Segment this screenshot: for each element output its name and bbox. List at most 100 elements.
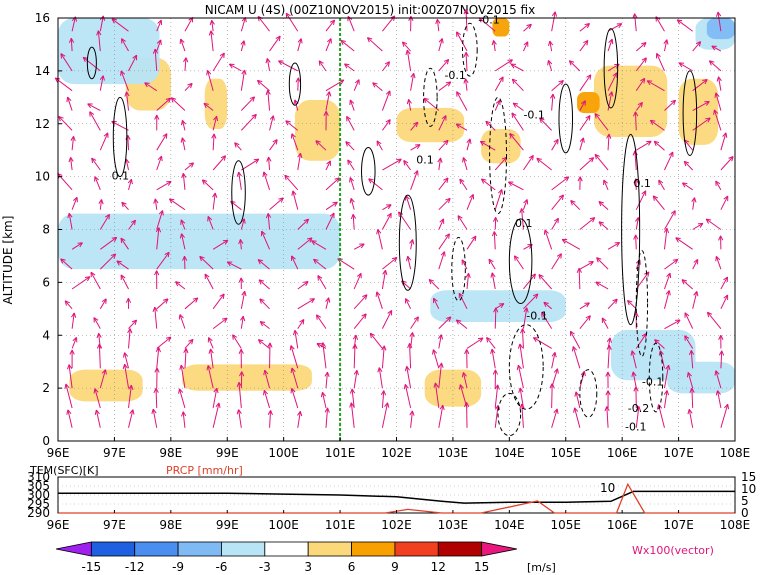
wind-vector <box>607 91 613 111</box>
wind-vector <box>325 79 345 92</box>
wind-vector-head <box>608 91 613 96</box>
wind-vector-head <box>263 389 268 395</box>
wind-vector <box>315 140 327 151</box>
wind-vector-head <box>684 335 690 339</box>
wind-vector <box>678 62 693 72</box>
wind-vector <box>311 240 327 250</box>
y-tick-label: 14 <box>35 64 50 78</box>
wind-vector-head <box>387 309 392 314</box>
wind-vector-head <box>688 350 692 356</box>
wind-vector-head <box>406 99 410 105</box>
wind-vector <box>212 402 220 428</box>
wind-vector <box>156 133 168 151</box>
wind-vector-head <box>606 133 610 139</box>
wind-vector-head <box>676 19 680 25</box>
wind-region-pos3 <box>396 107 465 143</box>
wind-vector-head <box>632 371 637 377</box>
wind-vector <box>713 109 722 131</box>
wind-vector-head <box>459 178 462 185</box>
wind-vector <box>494 384 499 409</box>
wind-vector-head <box>292 190 297 195</box>
wind-vector-head <box>184 255 188 261</box>
wind-vector-head <box>566 176 570 182</box>
wind-vector-head <box>568 60 572 66</box>
wind-vector <box>521 403 524 428</box>
wind-vector <box>681 279 694 290</box>
wind-vector-head <box>580 100 586 104</box>
wind-vector <box>316 343 327 349</box>
wind-vector-head <box>579 137 584 142</box>
wind-vector <box>240 316 244 329</box>
wind-vector <box>156 210 164 230</box>
wind-vector-head <box>344 63 348 69</box>
wind-vector-head <box>368 178 372 184</box>
wind-region-pos3 <box>294 99 341 161</box>
wind-vector-head <box>643 78 646 84</box>
wind-vector-head <box>491 348 496 354</box>
wind-vector-head <box>216 388 219 394</box>
wind-vector <box>71 312 75 329</box>
wind-vector-head <box>658 350 661 356</box>
wind-vector-head <box>572 346 577 351</box>
wind-vector-head <box>381 345 385 351</box>
wind-vector <box>551 11 556 32</box>
wind-vector-head <box>603 179 608 184</box>
y-tick-label: 8 <box>42 223 50 237</box>
wind-vector <box>325 38 332 52</box>
wind-vector <box>692 117 711 131</box>
wind-vector <box>634 111 637 131</box>
colorbar-segment <box>394 541 439 557</box>
wind-vector <box>410 332 414 349</box>
wind-vector-head <box>384 402 388 408</box>
wind-vector <box>549 40 553 52</box>
wind-vector-head <box>466 349 470 355</box>
x-tick-label: 96E <box>47 446 70 460</box>
x-tick-label: 99E <box>216 446 239 460</box>
wind-vector-head <box>570 200 573 206</box>
wind-vector-head <box>407 343 411 349</box>
wind-vector-head <box>448 198 451 204</box>
wind-vector-head <box>131 319 137 323</box>
contour-layer: 0.1 -0.1 -0.1 -0.1 0.1 0.1 -0.1 0.1 -0.1 -0.2 -0.1 <box>86 13 698 437</box>
wind-vector <box>664 210 676 230</box>
wind-vector <box>156 155 163 171</box>
wind-region-neg3 <box>58 18 160 85</box>
precipitation-line <box>58 482 735 514</box>
y-tick-label: 6 <box>42 275 50 289</box>
wind-vector <box>207 70 214 91</box>
wind-vector <box>635 234 637 250</box>
wind-vector-head <box>241 371 245 377</box>
wind-vector-head <box>441 115 447 120</box>
wind-vector-head <box>328 91 332 97</box>
wind-vector-head <box>280 197 284 203</box>
wind-vector-head <box>547 60 549 66</box>
wind-vector-head <box>435 19 438 25</box>
wind-vector <box>180 219 186 230</box>
wind-vector-head <box>256 80 260 86</box>
wind-vector <box>438 218 445 230</box>
wind-vector-head <box>403 160 406 166</box>
wind-vector <box>99 199 103 210</box>
wind-vector-head <box>232 334 234 340</box>
wind-vector <box>268 156 271 171</box>
wind-vector-head <box>262 390 265 396</box>
wind-vector-head <box>541 312 547 316</box>
contour-line <box>682 70 698 156</box>
wind-vector-head <box>191 339 194 345</box>
wind-vector-head <box>258 279 265 282</box>
wind-vector-head <box>488 259 491 265</box>
wind-region-neg3 <box>667 361 735 394</box>
wind-vector-head <box>586 74 592 78</box>
wind-vector <box>181 233 186 250</box>
wind-vector-head <box>305 281 309 287</box>
wind-vector-head <box>236 409 240 415</box>
wind-vector-head <box>509 133 512 139</box>
wind-vector <box>291 367 299 389</box>
wind-vector-head <box>706 101 710 106</box>
vector-legend-label: Wx100(vector) <box>632 544 714 557</box>
wind-vector-head <box>257 16 260 22</box>
x-tick-label: 100E <box>268 446 299 460</box>
wind-vector <box>715 180 722 191</box>
wind-vector-head <box>495 217 499 223</box>
wind-vector <box>154 307 158 329</box>
